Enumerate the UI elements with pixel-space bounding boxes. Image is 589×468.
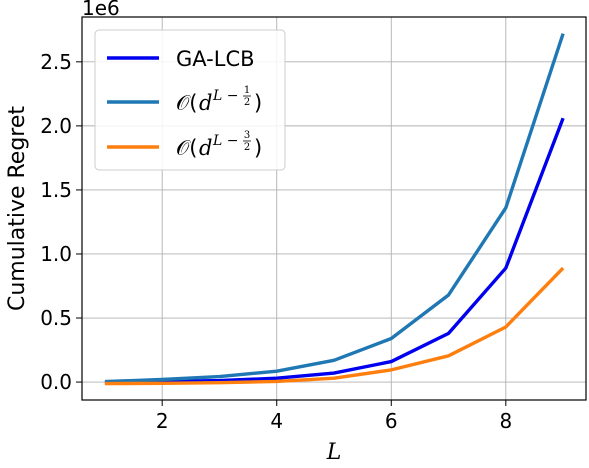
legend-label-close: ) — [254, 91, 262, 115]
y-tick-label: 2.0 — [40, 114, 72, 138]
y-tick-label: 1.5 — [40, 178, 72, 202]
legend-label-numerator: 1 — [244, 85, 250, 96]
y-tick-label: 2.5 — [40, 50, 72, 74]
plot-frame — [81, 16, 587, 401]
legend-label-close: ) — [254, 136, 262, 160]
legend-label-base: d — [199, 91, 212, 115]
y-axis-ticks: 0.0 0.5 1.0 1.5 2.0 2.5 — [40, 50, 82, 394]
legend-label-denominator: 2 — [244, 142, 250, 153]
series-line-1 — [104, 117, 565, 385]
x-axis-label: L — [326, 440, 342, 465]
x-tick-label: 4 — [270, 409, 283, 433]
legend-label-3: 𝒪( — [176, 136, 197, 160]
x-tick-label: 6 — [385, 409, 398, 433]
legend-label-numerator: 3 — [244, 130, 250, 141]
legend-label-1: GA-LCB — [176, 47, 255, 71]
series-line-2 — [104, 33, 565, 384]
legend-label-exponent: L − — [212, 133, 238, 149]
x-axis-ticks: 2 4 6 8 — [156, 400, 512, 433]
y-axis-label: Cumulative Regret — [5, 106, 30, 311]
y-tick-label: 0.5 — [40, 306, 72, 330]
legend-label-exponent: L − — [212, 88, 238, 104]
legend-box — [94, 29, 286, 171]
series-line-3 — [104, 266, 565, 386]
x-tick-label: 8 — [499, 409, 512, 433]
y-offset-text: 1e6 — [82, 0, 120, 20]
x-tick-label: 2 — [156, 409, 169, 433]
y-tick-label: 1.0 — [40, 242, 72, 266]
y-tick-label: 0.0 — [40, 370, 72, 394]
legend-label-2: 𝒪( — [176, 91, 197, 115]
series-lines — [104, 33, 565, 386]
legend-label-denominator: 2 — [244, 97, 250, 108]
legend-label-base: d — [199, 136, 212, 160]
